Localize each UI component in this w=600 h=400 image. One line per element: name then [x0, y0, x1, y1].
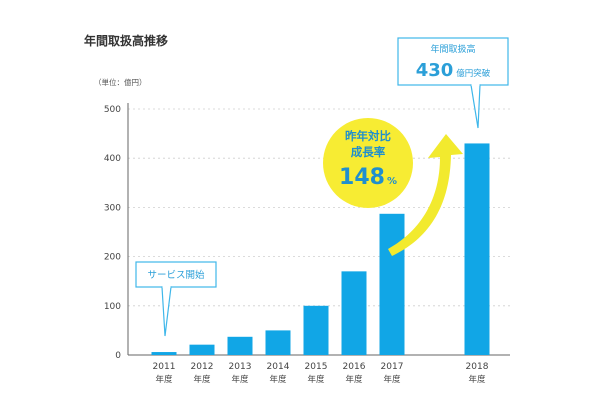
- callout-total-value: 430 億円突破: [416, 60, 491, 81]
- bar-2015: [303, 305, 329, 355]
- callout-service-start-text: サービス開始: [147, 269, 205, 281]
- x-tick-label: 2017: [381, 362, 404, 372]
- y-tick-label: 100: [104, 302, 121, 312]
- x-tick-suffix: 年度: [193, 374, 211, 385]
- x-tick-label: 2013: [229, 362, 252, 372]
- x-tick-suffix: 年度: [383, 374, 401, 385]
- x-tick-suffix: 年度: [231, 374, 249, 385]
- y-tick-label: 500: [104, 105, 121, 115]
- y-tick-label: 0: [115, 351, 121, 361]
- x-tick-suffix: 年度: [155, 374, 173, 385]
- bar-2013: [227, 336, 253, 355]
- x-tick-suffix: 年度: [345, 374, 363, 385]
- callout-service-start: [135, 261, 217, 288]
- growth-badge: [323, 118, 413, 208]
- chart-title: 年間取扱高推移: [84, 34, 169, 48]
- bar-2011: [151, 352, 177, 355]
- x-tick-label: 2016: [343, 362, 366, 372]
- callout-pointer: [161, 286, 172, 337]
- bar-2014: [265, 330, 291, 355]
- growth-unit: %: [387, 176, 397, 187]
- bar-2017: [379, 213, 405, 355]
- growth-label-1: 昨年対比: [345, 129, 391, 143]
- growth-label-2: 成長率: [351, 145, 386, 159]
- y-tick-label: 400: [104, 154, 121, 164]
- x-tick-label: 2012: [191, 362, 214, 372]
- callout-total-number: 430: [416, 60, 454, 81]
- growth-number: 148: [339, 165, 385, 190]
- x-tick-suffix: 年度: [307, 374, 325, 385]
- callout-pointer: [470, 84, 481, 129]
- bar-2012: [189, 344, 215, 355]
- x-tick-label: 2018: [466, 362, 489, 372]
- x-tick-suffix: 年度: [269, 374, 287, 385]
- unit-label: （単位：億円）: [94, 78, 147, 87]
- x-tick-label: 2011: [153, 362, 176, 372]
- x-tick-label: 2015: [305, 362, 328, 372]
- growth-arrow: [388, 134, 463, 256]
- callout-total-unit: 億円突破: [456, 68, 491, 79]
- y-tick-label: 300: [104, 203, 121, 213]
- callout-total: [397, 37, 509, 86]
- bar-2018: [464, 143, 490, 355]
- growth-value: 148%: [339, 165, 397, 190]
- x-tick-suffix: 年度: [468, 374, 486, 385]
- y-tick-label: 200: [104, 253, 121, 263]
- callout-total-label: 年間取扱高: [430, 43, 475, 55]
- x-tick-label: 2014: [267, 362, 290, 372]
- bar-2016: [341, 271, 367, 355]
